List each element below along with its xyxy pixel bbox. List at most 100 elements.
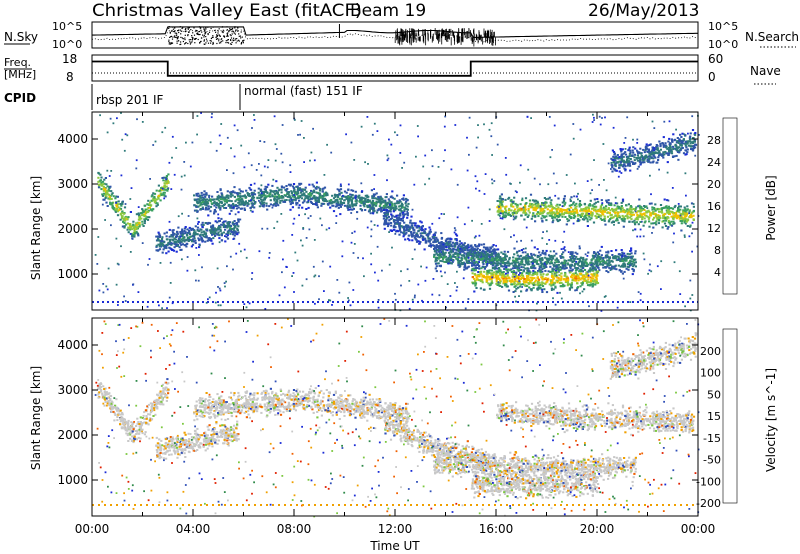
heatmap-cell xyxy=(591,207,594,210)
heatmap-cell xyxy=(206,239,209,242)
heatmap-cell xyxy=(531,260,535,263)
heatmap-cell xyxy=(391,190,394,193)
heatmap-cell xyxy=(563,211,566,214)
heatmap-cell xyxy=(544,256,547,259)
heatmap-cell xyxy=(199,234,202,237)
heatmap-cell xyxy=(289,183,292,186)
heatmap-cell xyxy=(389,196,392,199)
heatmap-cell xyxy=(393,220,396,223)
heatmap-cell xyxy=(119,207,123,210)
heatmap-cell xyxy=(220,223,223,226)
heatmap-cell xyxy=(500,259,504,262)
heatmap-cell xyxy=(665,217,668,220)
heatmap-cell xyxy=(541,263,544,265)
frequency-line xyxy=(92,60,698,77)
heatmap-cell xyxy=(442,256,445,259)
heatmap-cell xyxy=(485,272,488,275)
noise-speckle xyxy=(216,38,218,40)
heatmap-cell xyxy=(590,277,593,280)
heatmap-cell xyxy=(575,205,578,208)
heatmap-cell xyxy=(661,220,664,223)
heatmap-cell xyxy=(679,215,682,218)
heatmap-cell xyxy=(158,248,162,251)
heatmap-cell xyxy=(332,197,336,200)
heatmap-cell xyxy=(475,248,479,251)
heatmap-cell xyxy=(398,218,401,221)
noise-speckle xyxy=(198,34,200,36)
heatmap-cell xyxy=(488,255,491,258)
heatmap-cell xyxy=(516,254,519,257)
heatmap-cell xyxy=(546,208,549,211)
heatmap-cell xyxy=(109,185,112,188)
heatmap-cell xyxy=(118,208,121,211)
heatmap-cell xyxy=(496,200,499,202)
heatmap-cell xyxy=(144,217,148,220)
heatmap-cell xyxy=(650,222,653,225)
heatmap-cell xyxy=(627,268,630,271)
heatmap-cell xyxy=(290,190,293,193)
heatmap-cell xyxy=(499,285,502,287)
heatmap-cell xyxy=(583,269,587,271)
heatmap-cell xyxy=(627,261,630,264)
heatmap-cell xyxy=(692,214,695,217)
heatmap-cell xyxy=(573,216,576,219)
heatmap-cell xyxy=(562,266,565,269)
heatmap-cell xyxy=(101,194,105,197)
heatmap-cell xyxy=(309,194,313,197)
heatmap-cell xyxy=(197,221,200,223)
heatmap-cell xyxy=(138,218,141,221)
heatmap-cell xyxy=(109,201,112,204)
heatmap-cell xyxy=(267,183,270,186)
heatmap-cell xyxy=(157,231,160,234)
heatmap-cell xyxy=(385,212,388,214)
heatmap-cell xyxy=(634,207,637,210)
noise-speckle xyxy=(178,40,180,42)
heatmap-cell xyxy=(534,267,537,270)
heatmap-cell xyxy=(275,180,278,183)
heatmap-cell xyxy=(566,208,569,211)
heatmap-cell xyxy=(467,254,470,257)
heatmap-cell xyxy=(392,226,395,228)
noise-speckle xyxy=(197,32,199,34)
heatmap-cell xyxy=(173,246,176,249)
heatmap-cell xyxy=(231,194,234,197)
heatmap-cell xyxy=(473,261,476,264)
heatmap-cell xyxy=(560,256,563,259)
heatmap-cell xyxy=(439,249,442,252)
heatmap-cell xyxy=(534,254,537,257)
heatmap-cell xyxy=(538,281,541,284)
heatmap-cell xyxy=(157,239,160,242)
heatmap-cell xyxy=(470,247,473,250)
heatmap-cell xyxy=(352,204,355,206)
heatmap-cell xyxy=(570,259,573,262)
heatmap-cell xyxy=(213,204,216,207)
heatmap-cell xyxy=(562,251,565,254)
heatmap-cell xyxy=(105,195,108,198)
heatmap-cell xyxy=(512,261,515,264)
freq-right-tick-top: 60 xyxy=(708,52,723,66)
heatmap-cell xyxy=(541,268,544,271)
noise-speckle xyxy=(195,37,197,40)
heatmap-cell xyxy=(567,263,570,266)
heatmap-cell xyxy=(614,214,617,217)
heatmap-cell xyxy=(140,217,143,220)
noise-speckle xyxy=(207,33,209,35)
heatmap-cell xyxy=(508,258,511,261)
heatmap-cell xyxy=(450,243,453,246)
heatmap-cell xyxy=(252,196,256,199)
heatmap-cell xyxy=(179,240,182,243)
heatmap-cell xyxy=(318,189,322,192)
heatmap-cell xyxy=(614,255,617,258)
heatmap-cell xyxy=(230,190,233,193)
heatmap-cell xyxy=(575,279,578,282)
heatmap-cell xyxy=(500,251,503,254)
noise-speckle xyxy=(240,42,243,44)
heatmap-cell xyxy=(308,183,311,186)
heatmap-cell xyxy=(285,189,288,192)
heatmap-cell xyxy=(304,186,307,189)
heatmap-cell xyxy=(103,198,106,201)
heatmap-cell xyxy=(361,190,364,193)
noise-speckle xyxy=(198,26,201,28)
heatmap-cell xyxy=(200,236,203,239)
heatmap-cell xyxy=(626,213,629,216)
